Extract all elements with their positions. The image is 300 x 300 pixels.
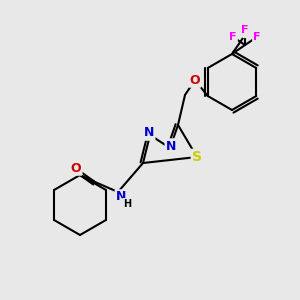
Text: O: O (190, 74, 200, 86)
Text: F: F (243, 27, 251, 37)
Text: F: F (229, 32, 237, 42)
Text: H: H (123, 199, 131, 209)
Text: F: F (241, 25, 249, 35)
Text: O: O (71, 161, 81, 175)
Text: F: F (253, 32, 261, 42)
Text: N: N (144, 127, 154, 140)
Text: S: S (192, 150, 202, 164)
Text: N: N (116, 190, 126, 203)
Text: N: N (166, 140, 176, 152)
